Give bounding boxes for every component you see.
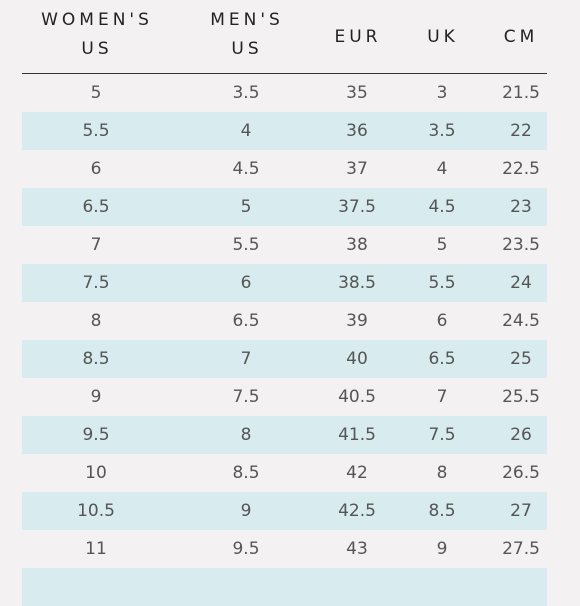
cell-mens-us: 6 [240,273,252,293]
cell-eur: 43 [346,539,368,559]
cell-cm: 26 [510,425,532,445]
header-womens-us-line2: US [81,39,113,59]
table-row: 8 6.5 39 6 24.5 [22,302,547,340]
cell-eur: 38 [346,235,368,255]
cell-mens-us: 8 [240,425,252,445]
cell-womens-us: 11 [85,539,107,559]
cell-womens-us: 6 [90,159,102,179]
cell-womens-us: 9.5 [82,425,110,445]
header-womens-us-line1: WOMEN'S [41,10,153,30]
cell-womens-us: 8.5 [82,349,110,369]
cell-uk: 6 [436,311,448,331]
cell-eur: 38.5 [338,273,376,293]
cell-womens-us: 5 [90,83,102,103]
table-header: WOMEN'S US MEN'S US EUR UK CM [22,0,547,74]
table-row: 10 8.5 42 8 26.5 [22,454,547,492]
cell-mens-us: 9 [240,501,252,521]
table-row: 6.5 5 37.5 4.5 23 [22,188,547,226]
cell-uk: 8 [436,463,448,483]
header-uk-label: UK [427,27,459,47]
table-row: 5 3.5 35 3 21.5 [22,74,547,112]
cell-cm: 22.5 [502,159,540,179]
table-row: 8.5 7 40 6.5 25 [22,340,547,378]
cell-mens-us: 5 [240,197,252,217]
header-eur-label: EUR [334,27,382,47]
cell-eur: 39 [346,311,368,331]
cell-mens-us: 3.5 [232,83,260,103]
table-row: 7 5.5 38 5 23.5 [22,226,547,264]
cell-womens-us: 5.5 [82,121,110,141]
cell-cm: 27 [510,501,532,521]
header-cm: CM [484,23,558,52]
cell-mens-us: 5.5 [232,235,260,255]
cell-cm: 27.5 [502,539,540,559]
table-body: 5 3.5 35 3 21.5 5.5 4 36 3.5 22 6 4.5 37… [22,74,547,606]
cell-womens-us: 9 [90,387,102,407]
cell-womens-us: 7 [90,235,102,255]
header-uk: UK [410,23,476,52]
cell-womens-us [36,568,156,606]
table-row: 5.5 4 36 3.5 22 [22,112,547,150]
cell-uk [407,568,477,606]
header-mens-us-line1: MEN'S [210,10,284,30]
cell-eur: 40.5 [338,387,376,407]
cell-eur: 42.5 [338,501,376,521]
size-chart-table: WOMEN'S US MEN'S US EUR UK CM 5 3.5 35 3… [22,0,547,606]
table-row: 11 9.5 43 9 27.5 [22,530,547,568]
cell-uk: 7.5 [428,425,456,445]
cell-eur: 35 [346,83,368,103]
cell-cm: 25 [510,349,532,369]
cell-eur [312,568,402,606]
cell-cm: 22 [510,121,532,141]
cell-eur: 37.5 [338,197,376,217]
cell-uk: 3 [436,83,448,103]
cell-mens-us [186,568,306,606]
cell-uk: 5 [436,235,448,255]
cell-cm: 23 [510,197,532,217]
cell-cm: 23.5 [502,235,540,255]
cell-mens-us: 6.5 [232,311,260,331]
table-row: 6 4.5 37 4 22.5 [22,150,547,188]
cell-mens-us: 9.5 [232,539,260,559]
cell-eur: 37 [346,159,368,179]
table-row [22,568,547,606]
table-row: 10.5 9 42.5 8.5 27 [22,492,547,530]
header-cm-label: CM [503,27,539,47]
cell-uk: 6.5 [428,349,456,369]
cell-womens-us: 8 [90,311,102,331]
cell-cm: 25.5 [502,387,540,407]
header-womens-us: WOMEN'S US [32,6,162,64]
table-row: 7.5 6 38.5 5.5 24 [22,264,547,302]
cell-mens-us: 4 [240,121,252,141]
cell-uk: 4 [436,159,448,179]
cell-mens-us: 7 [240,349,252,369]
header-mens-us-line2: US [231,39,263,59]
cell-uk: 5.5 [428,273,456,293]
table-row: 9 7.5 40.5 7 25.5 [22,378,547,416]
cell-cm: 24 [510,273,532,293]
cell-uk: 8.5 [428,501,456,521]
cell-mens-us: 7.5 [232,387,260,407]
cell-cm [480,568,562,606]
cell-uk: 9 [436,539,448,559]
cell-womens-us: 10.5 [77,501,115,521]
cell-cm: 26.5 [502,463,540,483]
header-eur: EUR [316,23,400,52]
cell-womens-us: 10 [85,463,107,483]
cell-eur: 42 [346,463,368,483]
cell-womens-us: 7.5 [82,273,110,293]
cell-uk: 7 [436,387,448,407]
header-mens-us: MEN'S US [192,6,302,64]
cell-cm: 21.5 [502,83,540,103]
cell-eur: 36 [346,121,368,141]
table-row: 9.5 8 41.5 7.5 26 [22,416,547,454]
cell-eur: 40 [346,349,368,369]
cell-uk: 4.5 [428,197,456,217]
cell-eur: 41.5 [338,425,376,445]
cell-mens-us: 8.5 [232,463,260,483]
cell-womens-us: 6.5 [82,197,110,217]
cell-cm: 24.5 [502,311,540,331]
cell-mens-us: 4.5 [232,159,260,179]
cell-uk: 3.5 [428,121,456,141]
